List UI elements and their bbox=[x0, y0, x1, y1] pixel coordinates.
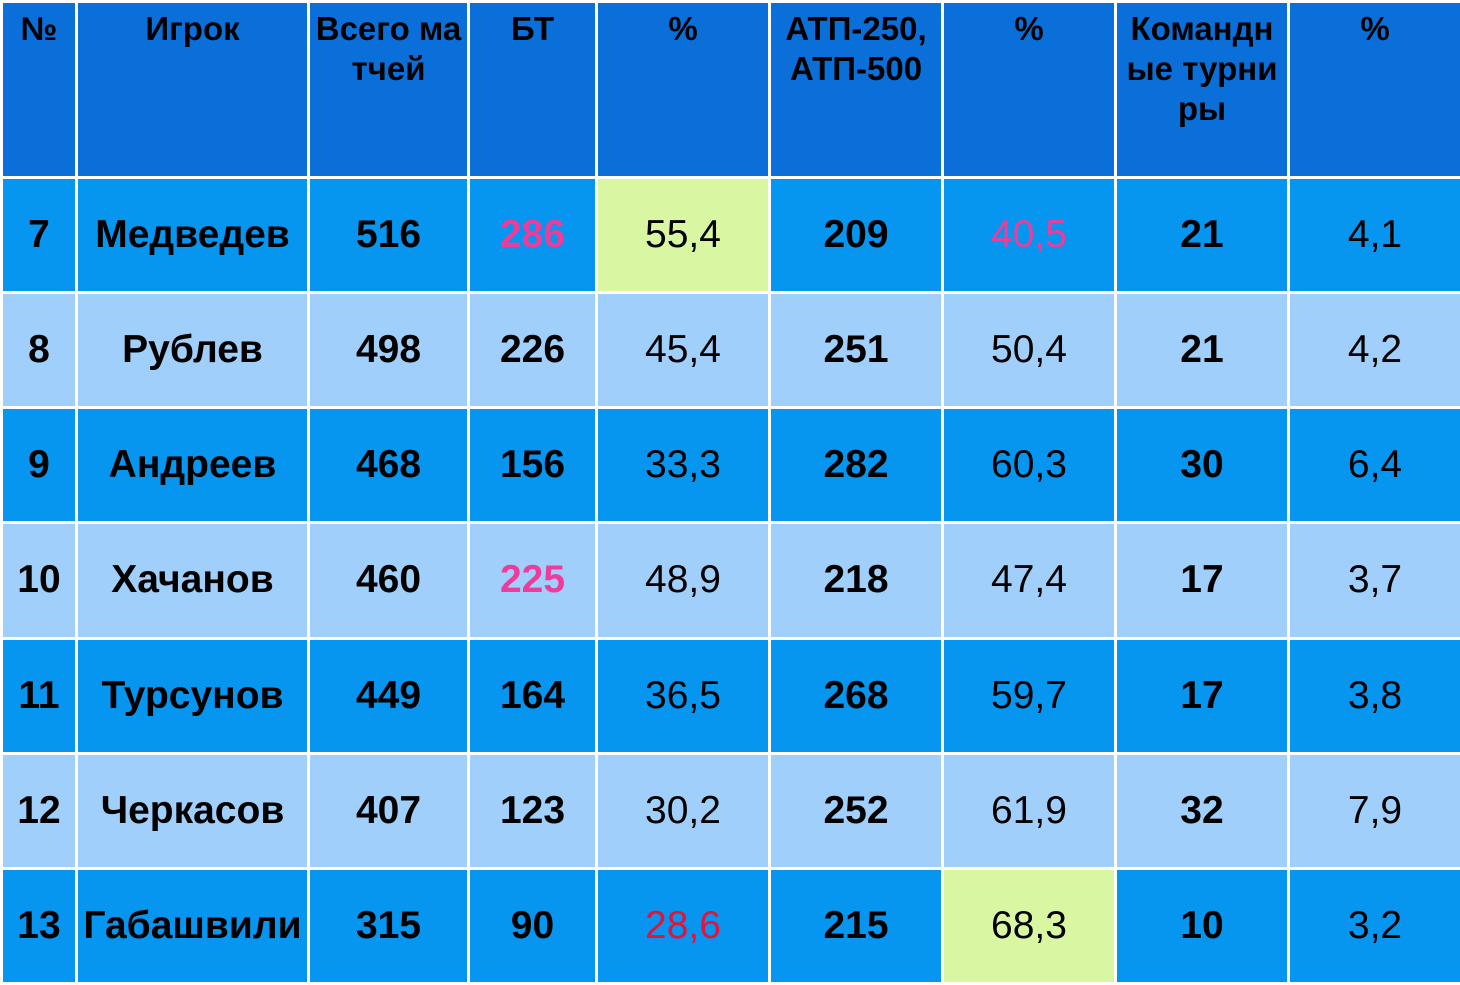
table-row: 11 Турсунов 449 164 36,5 268 59,7 17 3,8 bbox=[0, 636, 1460, 755]
table-cell: 252 bbox=[768, 751, 944, 870]
table-cell: 17 bbox=[1114, 521, 1290, 640]
table-cell: Габашвили bbox=[75, 866, 310, 985]
table-cell: 21 bbox=[1114, 291, 1290, 410]
header-cell: АТП-250, АТП-500 bbox=[768, 0, 944, 179]
table-cell: 123 bbox=[467, 751, 598, 870]
table-cell: 32 bbox=[1114, 751, 1290, 870]
table-cell: 468 bbox=[307, 406, 470, 525]
table-cell: 7 bbox=[0, 175, 78, 295]
table-cell: 8 bbox=[0, 291, 78, 410]
table-cell: 4,2 bbox=[1287, 291, 1460, 410]
table-row: 9 Андреев 468 156 33,3 282 60,3 30 6,4 bbox=[0, 406, 1460, 525]
table-cell: 407 bbox=[307, 751, 470, 870]
table-cell: 21 bbox=[1114, 175, 1290, 295]
table-cell: 164 bbox=[467, 636, 598, 755]
table-cell: 3,2 bbox=[1287, 866, 1460, 985]
table-cell: 68,3 bbox=[941, 866, 1117, 985]
table-cell: 10 bbox=[0, 521, 78, 640]
table-cell: 45,4 bbox=[595, 291, 771, 410]
table-cell: Медведев bbox=[75, 175, 310, 295]
table-row: 13 Габашвили 315 90 28,6 215 68,3 10 3,2 bbox=[0, 866, 1460, 985]
table-cell: Андреев bbox=[75, 406, 310, 525]
table-cell: 3,7 bbox=[1287, 521, 1460, 640]
table-cell: 286 bbox=[467, 175, 598, 295]
table-cell: 156 bbox=[467, 406, 598, 525]
table-cell: 17 bbox=[1114, 636, 1290, 755]
table-cell: 55,4 bbox=[595, 175, 771, 295]
header-cell: Командные турниры bbox=[1114, 0, 1290, 179]
table-cell: 268 bbox=[768, 636, 944, 755]
table-cell: 218 bbox=[768, 521, 944, 640]
header-cell: Всего матчей bbox=[307, 0, 470, 179]
table-cell: 90 bbox=[467, 866, 598, 985]
table-cell: 498 bbox=[307, 291, 470, 410]
header-cell: % bbox=[941, 0, 1117, 179]
table-cell: 59,7 bbox=[941, 636, 1117, 755]
table-cell: 61,9 bbox=[941, 751, 1117, 870]
table-cell: 209 bbox=[768, 175, 944, 295]
table-row: 7 Медведев 516 286 55,4 209 40,5 21 4,1 bbox=[0, 175, 1460, 295]
table-cell: 516 bbox=[307, 175, 470, 295]
table-cell: 282 bbox=[768, 406, 944, 525]
table-cell: 48,9 bbox=[595, 521, 771, 640]
table-cell: Рублев bbox=[75, 291, 310, 410]
table-cell: 47,4 bbox=[941, 521, 1117, 640]
header-cell: БТ bbox=[467, 0, 598, 179]
table-cell: Черкасов bbox=[75, 751, 310, 870]
table-cell: 9 bbox=[0, 406, 78, 525]
table-cell: 33,3 bbox=[595, 406, 771, 525]
table-cell: 449 bbox=[307, 636, 470, 755]
table-cell: 13 bbox=[0, 866, 78, 985]
table-cell: 226 bbox=[467, 291, 598, 410]
table-cell: Турсунов bbox=[75, 636, 310, 755]
table-cell: 6,4 bbox=[1287, 406, 1460, 525]
table-cell: 4,1 bbox=[1287, 175, 1460, 295]
table-row: 8 Рублев 498 226 45,4 251 50,4 21 4,2 bbox=[0, 291, 1460, 410]
table-cell: 28,6 bbox=[595, 866, 771, 985]
header-cell: Игрок bbox=[75, 0, 310, 179]
table-cell: 215 bbox=[768, 866, 944, 985]
table-cell: 12 bbox=[0, 751, 78, 870]
table-cell: 7,9 bbox=[1287, 751, 1460, 870]
table-cell: 10 bbox=[1114, 866, 1290, 985]
table-cell: 460 bbox=[307, 521, 470, 640]
table-cell: 30,2 bbox=[595, 751, 771, 870]
header-cell: % bbox=[1287, 0, 1460, 179]
table-cell: 30 bbox=[1114, 406, 1290, 525]
table-cell: 50,4 bbox=[941, 291, 1117, 410]
table-cell: 225 bbox=[467, 521, 598, 640]
table-cell: 40,5 bbox=[941, 175, 1117, 295]
table-row: 12 Черкасов 407 123 30,2 252 61,9 32 7,9 bbox=[0, 751, 1460, 870]
table-cell: 11 bbox=[0, 636, 78, 755]
header-cell: % bbox=[595, 0, 771, 179]
table-cell: 251 bbox=[768, 291, 944, 410]
table-cell: 60,3 bbox=[941, 406, 1117, 525]
table-cell: 3,8 bbox=[1287, 636, 1460, 755]
table-row: 10 Хачанов 460 225 48,9 218 47,4 17 3,7 bbox=[0, 521, 1460, 640]
header-row: № Игрок Всего матчей БТ% АТП-250, АТП-500% Ко… bbox=[0, 0, 1460, 179]
table-cell: 36,5 bbox=[595, 636, 771, 755]
header-cell: № bbox=[0, 0, 78, 179]
table-cell: 315 bbox=[307, 866, 470, 985]
table-cell: Хачанов bbox=[75, 521, 310, 640]
